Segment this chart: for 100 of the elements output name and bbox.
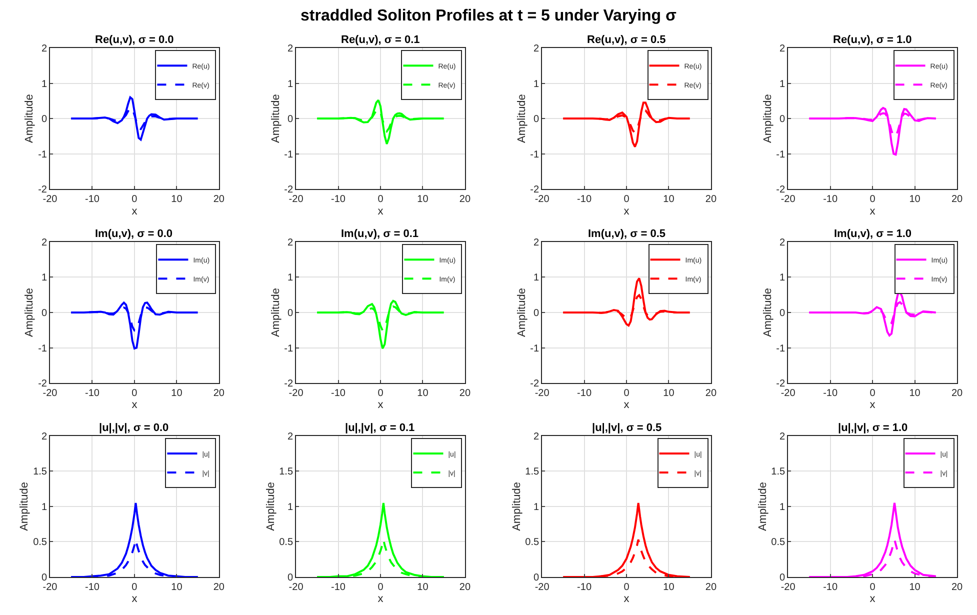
y-tick-label: 1 <box>533 78 540 90</box>
y-tick-label: 1.5 <box>33 466 48 478</box>
chart-title: Im(u,v), σ = 0.5 <box>588 228 666 240</box>
x-tick-label: 20 <box>213 388 225 400</box>
x-tick-label: 10 <box>909 194 921 206</box>
y-tick-label: 1 <box>41 272 48 284</box>
x-tick-label: 20 <box>705 194 717 206</box>
x-tick-label: -20 <box>288 194 304 206</box>
x-axis-title: x <box>378 593 384 606</box>
y-tick-label: -1 <box>284 149 294 160</box>
chart-title: Re(u,v), σ = 0.1 <box>341 34 420 46</box>
y-tick-label: -1 <box>284 343 294 354</box>
x-tick-label: -10 <box>823 194 838 206</box>
x-axis-title: x <box>624 399 630 412</box>
x-axis-title: x <box>870 399 876 412</box>
x-tick-label: -10 <box>577 582 592 593</box>
y-axis-title: Amplitude <box>756 482 769 531</box>
x-tick-label: 0 <box>624 582 630 593</box>
y-tick-label: 2 <box>780 431 786 442</box>
x-tick-label: 10 <box>171 582 183 593</box>
x-axis-title: x <box>132 205 138 218</box>
y-axis-title: Amplitude <box>270 94 282 143</box>
chart-title: Im(u,v), σ = 0.1 <box>341 228 419 240</box>
y-tick-label: -1 <box>38 343 48 354</box>
x-tick-label: 10 <box>663 388 675 400</box>
x-tick-label: 0 <box>870 582 876 593</box>
y-tick-label: 2 <box>287 44 294 54</box>
y-axis-title: Amplitude <box>270 288 282 337</box>
y-tick-label: 2 <box>41 431 48 442</box>
y-tick-label: 1 <box>41 78 48 90</box>
y-tick-label: 1 <box>780 78 786 90</box>
y-tick-label: 0.5 <box>525 537 540 548</box>
y-tick-label: 0 <box>533 114 540 126</box>
x-tick-label: -20 <box>42 582 58 593</box>
x-tick-label: 0 <box>132 582 138 593</box>
y-axis-title: Amplitude <box>510 482 523 531</box>
x-tick-label: 20 <box>705 582 717 593</box>
x-axis-title: x <box>624 593 630 606</box>
x-tick-label: 20 <box>951 582 963 593</box>
x-tick-label: 0 <box>870 388 876 400</box>
y-tick-label: -2 <box>530 378 540 390</box>
x-axis-title: x <box>624 205 630 218</box>
y-tick-label: 1 <box>287 78 294 90</box>
x-tick-label: 10 <box>417 582 429 593</box>
x-tick-label: 0 <box>378 582 384 593</box>
y-tick-label: -2 <box>38 184 48 196</box>
x-tick-label: 20 <box>951 194 963 206</box>
x-tick-label: -10 <box>331 582 346 593</box>
text: straddled Soliton Profiles at t = 5 under Varying σ <box>300 7 677 24</box>
x-tick-label: 0 <box>132 388 138 400</box>
x-tick-label: -20 <box>780 194 796 206</box>
y-tick-label: 0 <box>41 572 48 584</box>
y-tick-label: 2 <box>41 44 48 54</box>
x-axis-title: x <box>378 399 384 412</box>
y-tick-label: -1 <box>38 149 48 160</box>
y-tick-label: 1 <box>41 502 48 513</box>
y-tick-label: 0 <box>41 308 48 319</box>
y-axis-title: Amplitude <box>516 94 528 143</box>
x-tick-label: 20 <box>459 582 471 593</box>
y-tick-label: -2 <box>38 378 48 390</box>
y-tick-label: 2 <box>41 237 48 248</box>
chart-title: |u|,|v|, σ = 1.0 <box>838 422 908 434</box>
x-tick-label: 0 <box>132 194 138 206</box>
x-tick-label: 0 <box>624 194 630 206</box>
y-tick-label: 1 <box>780 502 786 513</box>
y-tick-label: 0.5 <box>33 537 48 548</box>
y-tick-label: 0 <box>780 572 786 584</box>
y-tick-label: -1 <box>530 149 540 160</box>
y-tick-label: 0 <box>780 308 786 319</box>
y-axis-title: Amplitude <box>24 288 36 337</box>
y-tick-label: 1 <box>287 272 294 284</box>
chart-title: Re(u,v), σ = 0.0 <box>95 34 174 46</box>
y-tick-label: 0 <box>780 114 786 126</box>
x-tick-label: -10 <box>85 388 100 400</box>
x-tick-label: -10 <box>331 194 346 206</box>
y-tick-label: 2 <box>780 44 786 54</box>
y-tick-label: 2 <box>533 44 540 54</box>
x-tick-label: 10 <box>171 388 183 400</box>
chart-title: |u|,|v|, σ = 0.5 <box>592 422 662 434</box>
x-axis-title: x <box>870 205 876 218</box>
y-tick-label: 0.5 <box>771 537 786 548</box>
y-tick-label: 0 <box>41 114 48 126</box>
chart-title: |u|,|v|, σ = 0.1 <box>345 422 415 434</box>
x-tick-label: 0 <box>378 194 384 206</box>
x-tick-label: 20 <box>459 388 471 400</box>
y-tick-label: 1 <box>533 502 540 513</box>
y-axis-title: Amplitude <box>516 288 528 337</box>
x-tick-label: 0 <box>870 194 876 206</box>
x-tick-label: -20 <box>780 582 796 593</box>
x-tick-label: 20 <box>459 194 471 206</box>
x-axis-title: x <box>870 593 876 606</box>
x-tick-label: 10 <box>909 582 921 593</box>
x-tick-label: -10 <box>85 194 100 206</box>
x-tick-label: 0 <box>624 388 630 400</box>
x-tick-label: 20 <box>951 388 963 400</box>
y-tick-label: 2 <box>533 431 540 442</box>
x-tick-label: -20 <box>534 388 550 400</box>
y-tick-label: 1 <box>780 272 786 284</box>
y-tick-label: 2 <box>287 237 294 248</box>
x-axis-title: x <box>132 399 138 412</box>
